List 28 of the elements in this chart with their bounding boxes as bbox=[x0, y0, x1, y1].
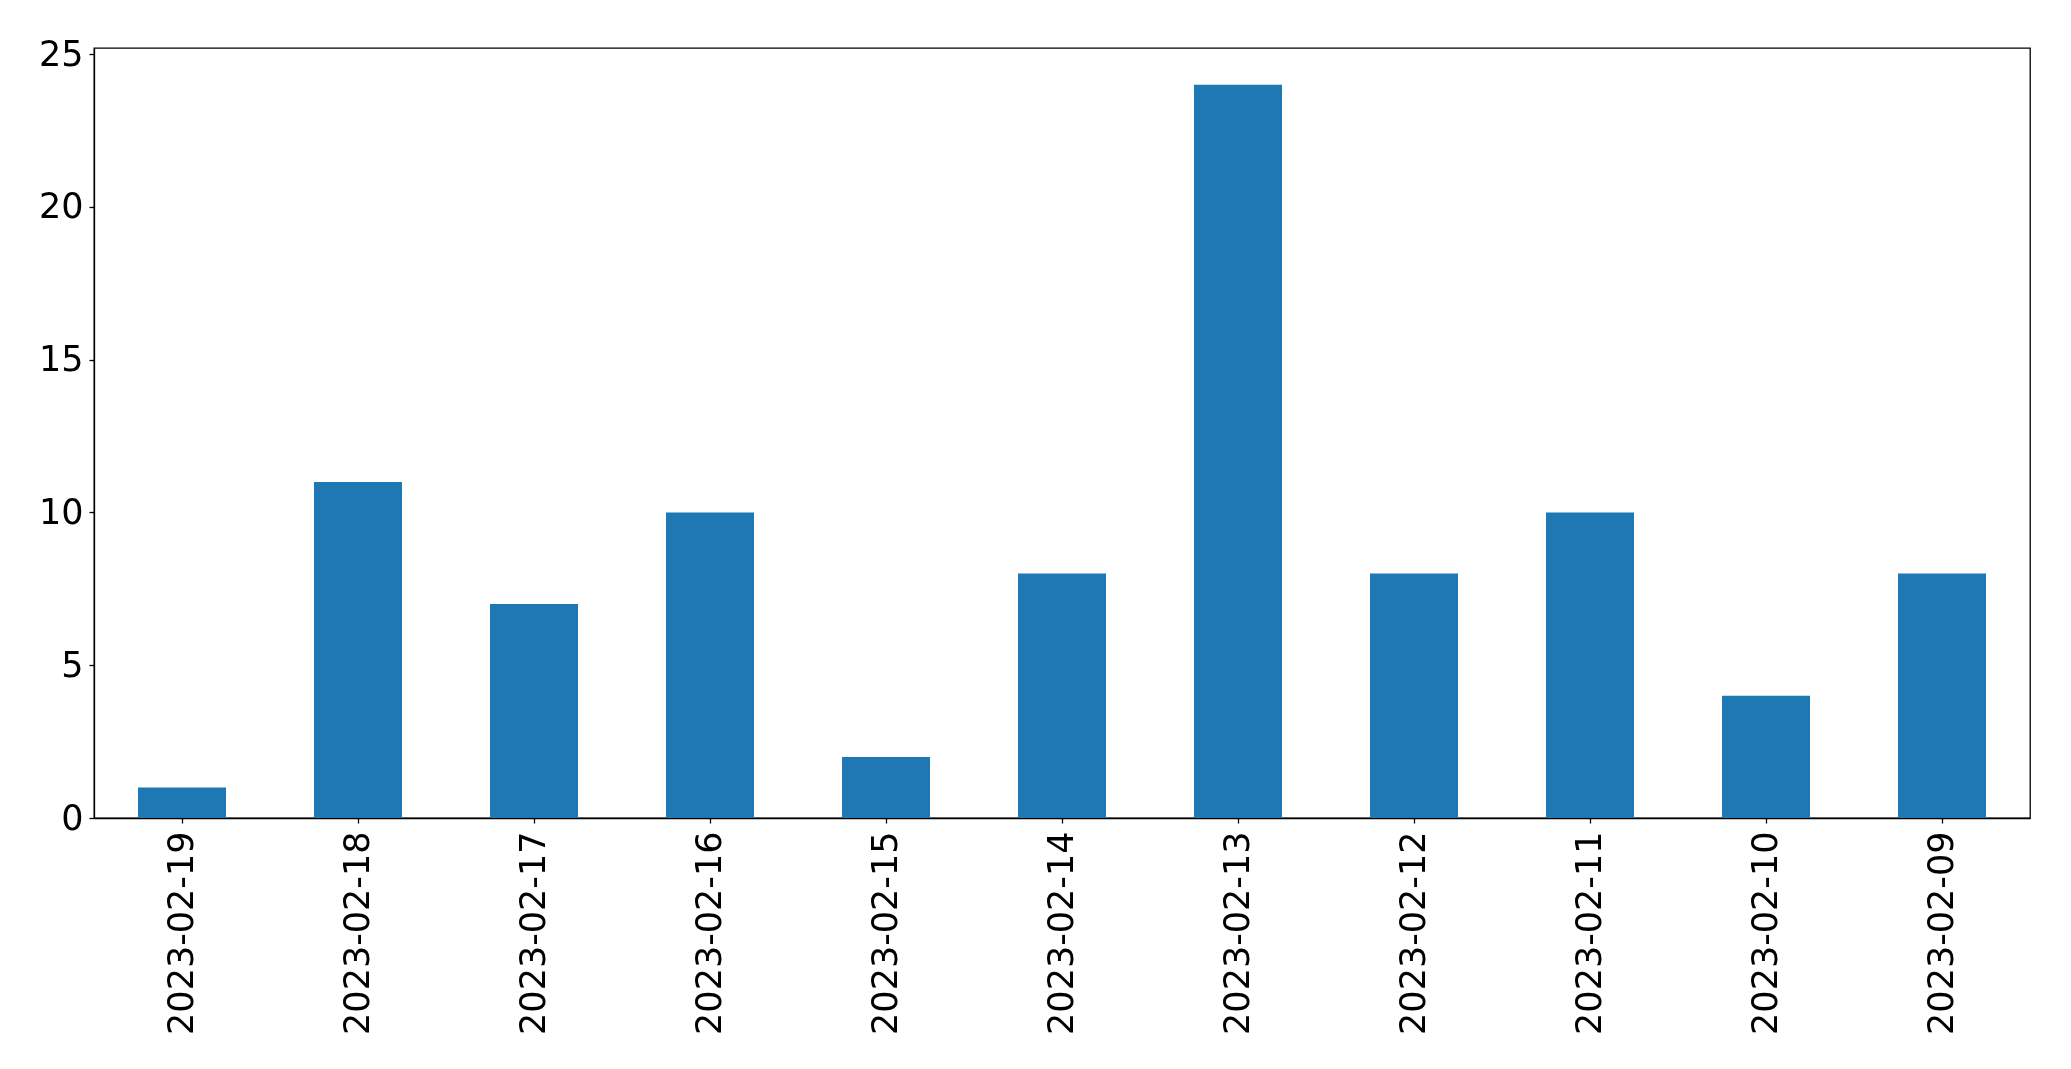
x-tick-label: 2023-02-17 bbox=[513, 831, 553, 1035]
bar bbox=[1546, 512, 1634, 818]
bar bbox=[1898, 573, 1986, 818]
bar bbox=[1370, 573, 1458, 818]
bar bbox=[138, 787, 226, 818]
bar bbox=[490, 604, 578, 818]
bar bbox=[1018, 573, 1106, 818]
x-tick-label: 2023-02-12 bbox=[1393, 831, 1433, 1035]
y-tick-label: 0 bbox=[61, 797, 84, 838]
x-tick-label: 2023-02-16 bbox=[689, 831, 729, 1035]
x-tick-label: 2023-02-18 bbox=[337, 831, 377, 1035]
y-tick-label: 15 bbox=[38, 339, 84, 380]
x-tick-label: 2023-02-13 bbox=[1217, 831, 1257, 1035]
x-tick-label: 2023-02-15 bbox=[865, 831, 905, 1035]
x-tick-label: 2023-02-19 bbox=[161, 831, 201, 1035]
bar bbox=[1722, 695, 1810, 818]
y-tick-label: 20 bbox=[38, 186, 84, 227]
bar bbox=[842, 756, 930, 818]
y-tick-label: 25 bbox=[38, 33, 84, 74]
x-tick-label: 2023-02-14 bbox=[1041, 831, 1081, 1035]
y-tick-label: 10 bbox=[38, 491, 84, 532]
bar bbox=[1194, 84, 1282, 818]
x-tick-label: 2023-02-10 bbox=[1745, 831, 1785, 1035]
bar bbox=[314, 481, 402, 818]
x-tick-label: 2023-02-11 bbox=[1569, 831, 1609, 1035]
bar bbox=[666, 512, 754, 818]
x-tick-label: 2023-02-09 bbox=[1921, 831, 1961, 1035]
y-tick-label: 5 bbox=[61, 644, 84, 685]
